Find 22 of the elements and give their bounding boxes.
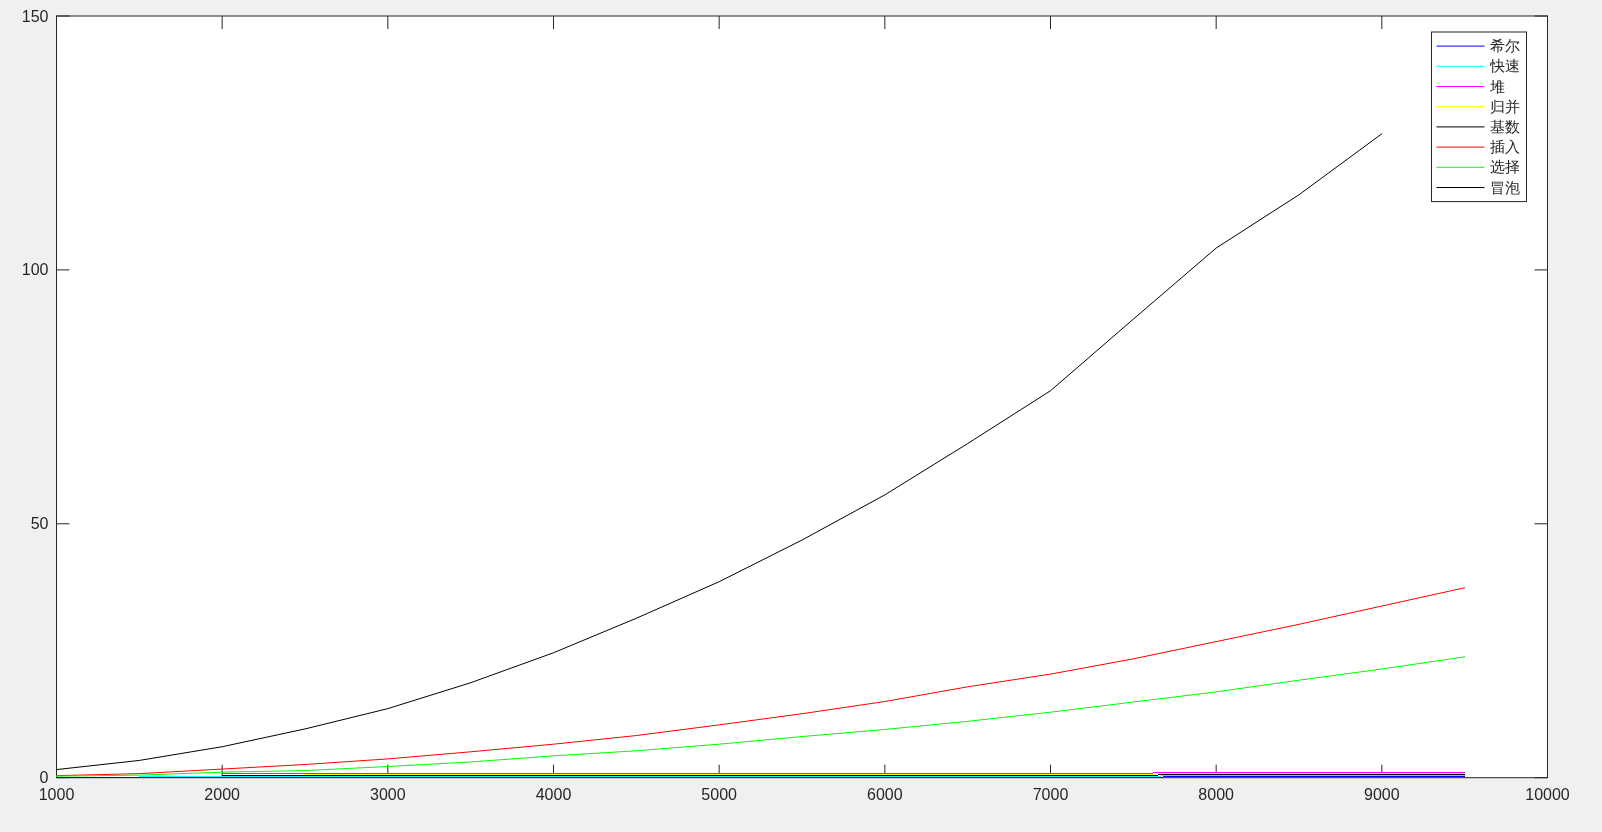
legend-label: 快速 [1488,58,1520,75]
x-tick-label: 7000 [1032,785,1069,803]
x-tick-label: 9000 [1364,785,1400,803]
y-tick-label: 50 [30,515,49,533]
legend-label: 插入 [1489,139,1520,156]
legend-label: 归并 [1489,98,1520,115]
legend-label: 冒泡 [1489,179,1520,196]
x-tick-label: 1000 [38,785,75,803]
legend-label: 选择 [1489,159,1520,176]
y-tick-label: 0 [39,769,49,787]
x-tick-label: 4000 [535,785,572,803]
legend-label: 堆 [1488,78,1505,95]
x-tick-label: 6000 [867,785,903,803]
y-tick-label: 100 [21,261,49,279]
x-tick-label: 10000 [1525,785,1570,803]
x-tick-label: 5000 [701,785,738,803]
legend-label: 基数 [1489,118,1520,135]
x-tick-label: 3000 [370,785,406,803]
x-tick-label: 2000 [204,785,241,803]
legend-label: 希尔 [1489,38,1520,55]
y-tick-label: 150 [21,7,49,25]
x-tick-label: 8000 [1198,785,1235,803]
